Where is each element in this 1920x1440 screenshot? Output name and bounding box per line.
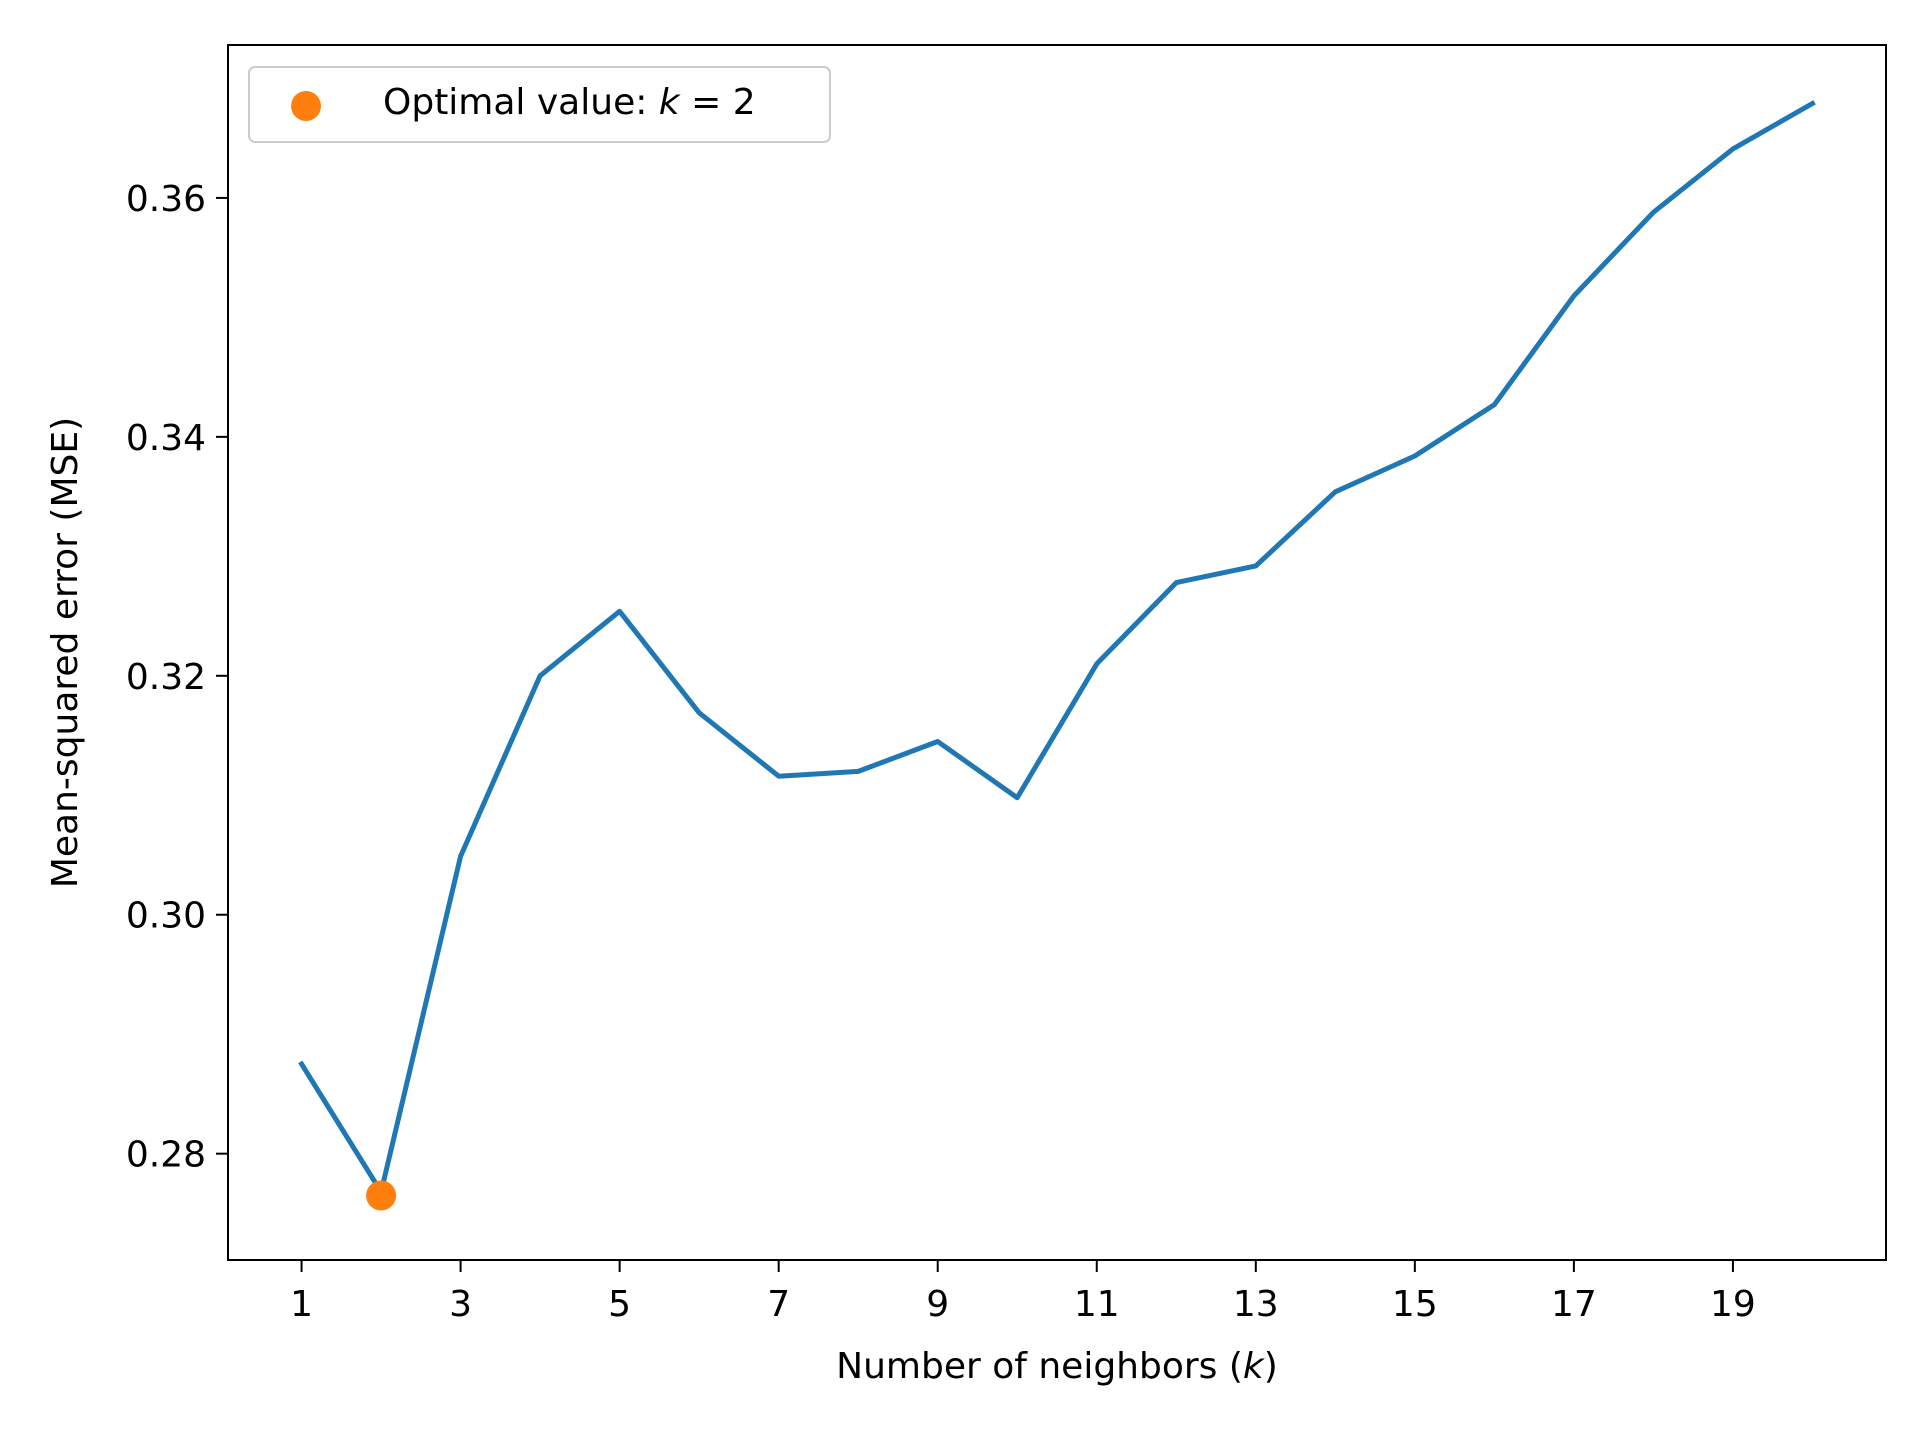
y-tick-label: 0.30 <box>126 896 206 937</box>
y-tick-label: 0.28 <box>126 1135 206 1176</box>
x-tick-label: 15 <box>1392 1284 1438 1325</box>
x-tick-label: 1 <box>290 1284 313 1325</box>
y-tick-label: 0.34 <box>126 418 206 459</box>
y-tick-label: 0.36 <box>126 179 206 220</box>
legend-box <box>248 66 831 143</box>
x-axis-label: Number of neighbors (k) <box>836 1346 1278 1387</box>
x-tick-label: 9 <box>926 1284 949 1325</box>
plot-area <box>228 45 1886 1260</box>
series-line-0 <box>298 100 1816 1195</box>
plot-frame <box>227 44 1887 1261</box>
x-tick-label: 11 <box>1074 1284 1120 1325</box>
y-tick-label: 0.32 <box>126 657 206 698</box>
x-tick-label: 19 <box>1710 1284 1756 1325</box>
x-tick-label: 7 <box>767 1284 790 1325</box>
legend-marker-swatch <box>291 91 321 121</box>
x-tick-label: 17 <box>1551 1284 1597 1325</box>
x-tick-label: 3 <box>449 1284 472 1325</box>
y-axis-label: Mean-squared error (MSE) <box>45 417 86 888</box>
legend-entry-label: Optimal value: k = 2 <box>383 82 756 123</box>
x-tick-label: 13 <box>1233 1284 1279 1325</box>
y-axis-ticks: 0.28 0.30 0.32 0.34 0.36 <box>126 179 228 1176</box>
legend: Optimal value: k = 2 <box>248 66 831 143</box>
marker-layer <box>366 1180 397 1211</box>
x-axis-ticks: 1 3 5 7 9 11 13 15 17 19 <box>290 1260 1756 1325</box>
optimal-point-marker <box>366 1180 397 1211</box>
series-layer <box>298 100 1816 1195</box>
x-tick-label: 5 <box>608 1284 631 1325</box>
